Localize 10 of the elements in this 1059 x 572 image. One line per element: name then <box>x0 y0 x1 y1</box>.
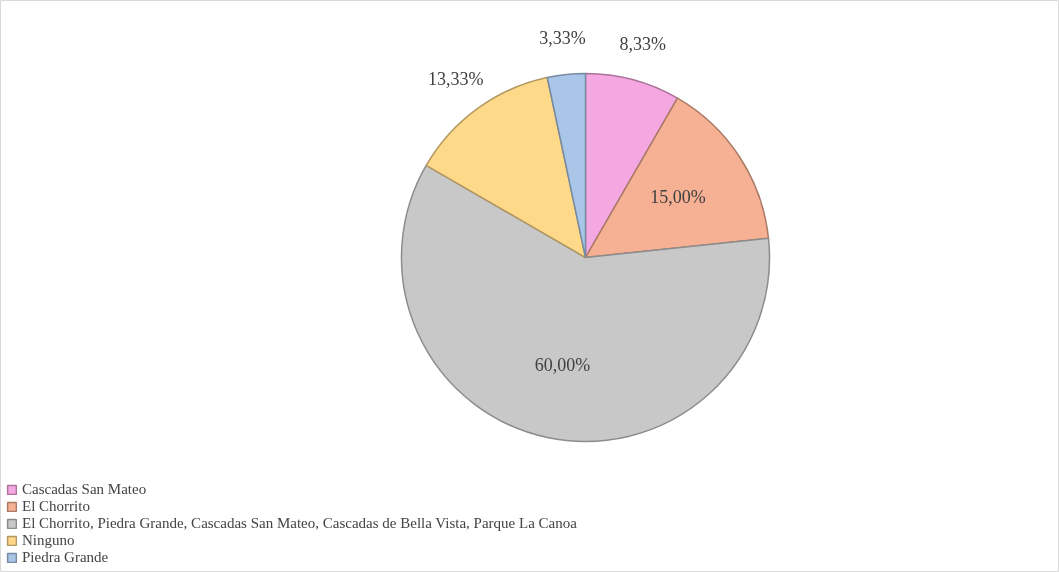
legend-label: El Chorrito, Piedra Grande, Cascadas San Mateo, Cascadas de Bella Vista, Parque La Canoa <box>22 515 577 532</box>
legend-label: Ninguno <box>22 532 75 549</box>
data-label: 13,33% <box>428 68 484 89</box>
legend-label: Piedra Grande <box>22 549 109 566</box>
legend-label: Cascadas San Mateo <box>22 481 147 498</box>
data-label: 3,33% <box>539 27 586 48</box>
legend-label: El Chorrito <box>22 498 90 515</box>
data-label: 15,00% <box>650 187 706 208</box>
data-label: 8,33% <box>619 34 666 55</box>
data-label: 60,00% <box>534 355 591 376</box>
